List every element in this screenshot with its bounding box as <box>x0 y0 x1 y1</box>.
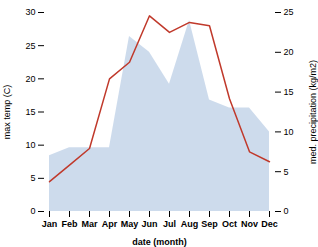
svg-text:10: 10 <box>284 127 294 137</box>
svg-text:10: 10 <box>25 140 35 150</box>
svg-text:Apr: Apr <box>102 219 118 229</box>
svg-text:Feb: Feb <box>61 219 78 229</box>
svg-text:0: 0 <box>30 206 35 216</box>
svg-text:max temp (C): max temp (C) <box>2 85 12 140</box>
svg-text:20: 20 <box>284 47 294 57</box>
svg-text:15: 15 <box>25 107 35 117</box>
svg-text:Jun: Jun <box>141 219 157 229</box>
svg-text:Dec: Dec <box>261 219 278 229</box>
svg-text:0: 0 <box>284 206 289 216</box>
svg-text:Jul: Jul <box>163 219 176 229</box>
svg-text:Jan: Jan <box>42 219 58 229</box>
svg-text:5: 5 <box>284 167 289 177</box>
svg-text:date (month): date (month) <box>132 237 187 247</box>
svg-text:20: 20 <box>25 74 35 84</box>
svg-text:May: May <box>121 219 139 229</box>
svg-text:med. precipitation (kg/m2): med. precipitation (kg/m2) <box>308 60 318 164</box>
svg-text:Mar: Mar <box>81 219 98 229</box>
svg-text:30: 30 <box>25 7 35 17</box>
svg-text:25: 25 <box>25 41 35 51</box>
svg-text:25: 25 <box>284 7 294 17</box>
svg-text:Nov: Nov <box>241 219 258 229</box>
svg-text:15: 15 <box>284 87 294 97</box>
svg-text:Aug: Aug <box>181 219 199 229</box>
svg-text:Sep: Sep <box>201 219 218 229</box>
svg-text:5: 5 <box>30 173 35 183</box>
svg-text:Oct: Oct <box>222 219 237 229</box>
